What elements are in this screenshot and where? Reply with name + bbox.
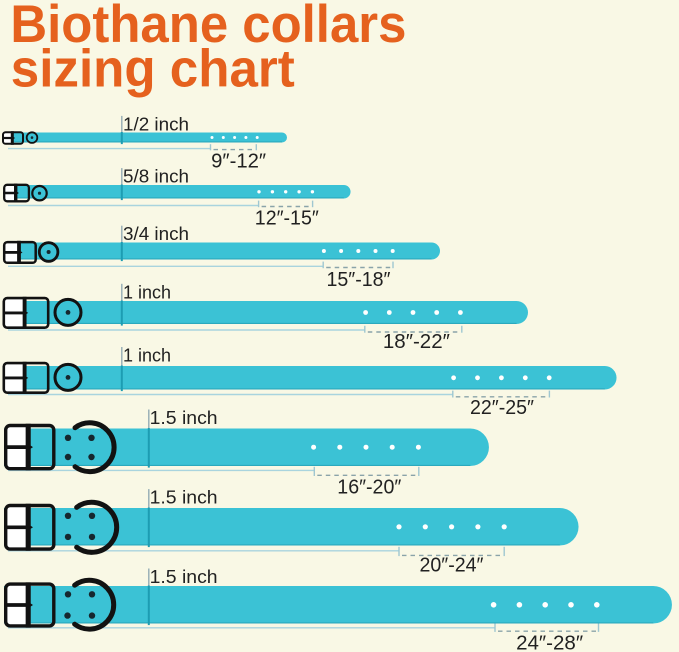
- svg-text:sizing chart: sizing chart: [11, 40, 295, 99]
- svg-text:20″-24″: 20″-24″: [420, 555, 484, 577]
- svg-text:9″-12″: 9″-12″: [211, 150, 266, 172]
- svg-text:Biothane collars: Biothane collars: [10, 0, 406, 54]
- svg-text:15″-18″: 15″-18″: [327, 269, 391, 291]
- svg-text:1.5 inch: 1.5 inch: [150, 566, 218, 587]
- svg-text:12″-15″: 12″-15″: [255, 208, 319, 230]
- svg-text:24″-28″: 24″-28″: [516, 632, 583, 652]
- svg-text:3/4 inch: 3/4 inch: [123, 223, 189, 244]
- svg-text:18″-22″: 18″-22″: [383, 331, 450, 353]
- svg-text:1/2 inch: 1/2 inch: [123, 113, 189, 134]
- svg-text:1.5 inch: 1.5 inch: [150, 407, 218, 428]
- svg-text:16″-20″: 16″-20″: [337, 476, 401, 498]
- svg-text:1.5 inch: 1.5 inch: [150, 487, 218, 508]
- svg-text:1 inch: 1 inch: [123, 345, 171, 366]
- svg-text:1 inch: 1 inch: [123, 281, 171, 302]
- svg-text:22″-25″: 22″-25″: [470, 397, 534, 419]
- svg-text:5/8 inch: 5/8 inch: [123, 166, 189, 187]
